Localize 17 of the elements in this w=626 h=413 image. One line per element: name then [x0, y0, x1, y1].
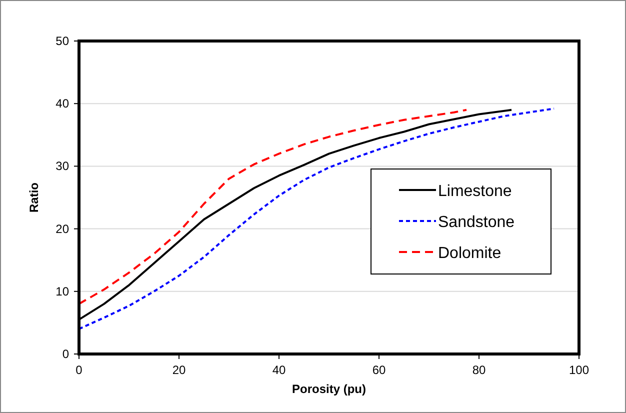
- y-tick-label: 20: [56, 222, 70, 236]
- x-axis-title: Porosity (pu): [292, 382, 366, 396]
- x-tick-label: 60: [372, 363, 386, 377]
- y-tick-label: 50: [56, 34, 70, 48]
- legend-label: Limestone: [438, 183, 512, 200]
- legend-label: Sandstone: [438, 214, 515, 231]
- x-tick-label: 100: [568, 363, 590, 377]
- y-axis-title: Ratio: [27, 182, 41, 212]
- y-tick-label: 40: [56, 96, 70, 111]
- x-tick-label: 20: [172, 363, 186, 377]
- y-tick-label: 30: [56, 159, 70, 174]
- legend-label: Dolomite: [438, 245, 502, 262]
- x-tick-label: 80: [472, 363, 486, 377]
- x-tick-label: 40: [272, 363, 286, 377]
- x-tick-label: 0: [76, 363, 83, 377]
- y-tick-label: 0: [62, 347, 70, 361]
- y-tick-label: 10: [56, 284, 70, 298]
